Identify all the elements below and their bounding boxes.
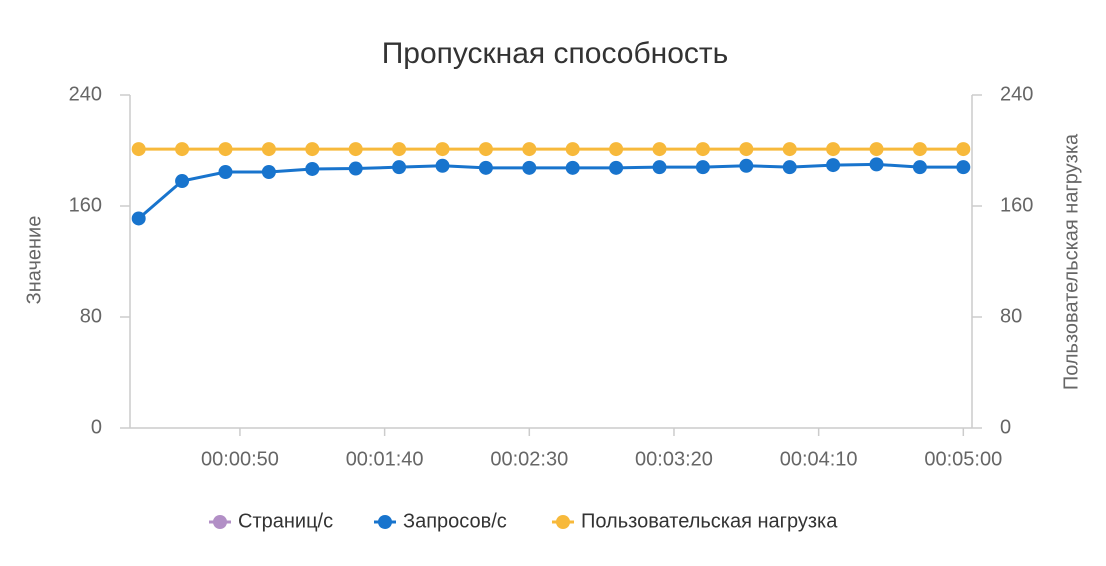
legend-swatch [556,515,570,529]
data-point [305,161,320,176]
data-point [912,142,927,157]
data-point [782,160,797,175]
y2-tick-label: 240 [1000,83,1033,105]
data-point [435,142,450,157]
data-point [218,165,233,180]
y2-tick-label: 160 [1000,194,1033,216]
data-point [695,142,710,157]
data-point [695,160,710,175]
x-tick-label: 00:04:10 [780,448,858,470]
data-point [305,142,320,157]
data-point [392,160,407,175]
x-tick-label: 00:03:20 [635,448,713,470]
data-point [652,160,667,175]
data-point [956,142,971,157]
data-point [435,158,450,173]
x-tick-label: 00:05:00 [924,448,1002,470]
data-point [609,142,624,157]
data-point [565,160,580,175]
data-point [956,160,971,175]
data-point [478,142,493,157]
data-point [782,142,797,157]
y-axis-label: Значение [23,216,45,305]
data-point [478,160,493,175]
data-point [348,161,363,176]
data-point [826,158,841,173]
legend-swatch [213,515,227,529]
data-point [131,142,146,157]
data-point [609,160,624,175]
data-point [869,142,884,157]
legend-label: Пользовательская нагрузка [581,510,838,532]
x-tick-label: 00:00:50 [201,448,279,470]
data-point [175,174,190,189]
y-tick-label: 160 [69,194,102,216]
y2-axis-label: Пользовательская нагрузка [1060,133,1082,390]
data-point [218,142,233,157]
data-point [131,211,146,226]
data-point [739,158,754,173]
legend-swatch [378,515,392,529]
data-point [912,160,927,175]
data-point [522,142,537,157]
data-point [565,142,580,157]
x-tick-label: 00:01:40 [346,448,424,470]
data-point [348,142,363,157]
chart-title: Пропускная способность [382,37,729,70]
data-point [175,142,190,157]
y-tick-label: 240 [69,83,102,105]
data-point [826,142,841,157]
data-point [739,142,754,157]
legend-label: Страниц/с [238,510,333,532]
data-point [652,142,667,157]
x-tick-label: 00:02:30 [490,448,568,470]
y2-tick-label: 0 [1000,416,1011,438]
data-point [261,142,276,157]
data-point [869,157,884,172]
data-point [261,165,276,180]
y-tick-label: 0 [91,416,102,438]
y-tick-label: 80 [80,305,102,327]
y2-tick-label: 80 [1000,305,1022,327]
legend-label: Запросов/с [403,510,507,532]
data-point [392,142,407,157]
series-line [137,162,964,220]
data-point [522,160,537,175]
